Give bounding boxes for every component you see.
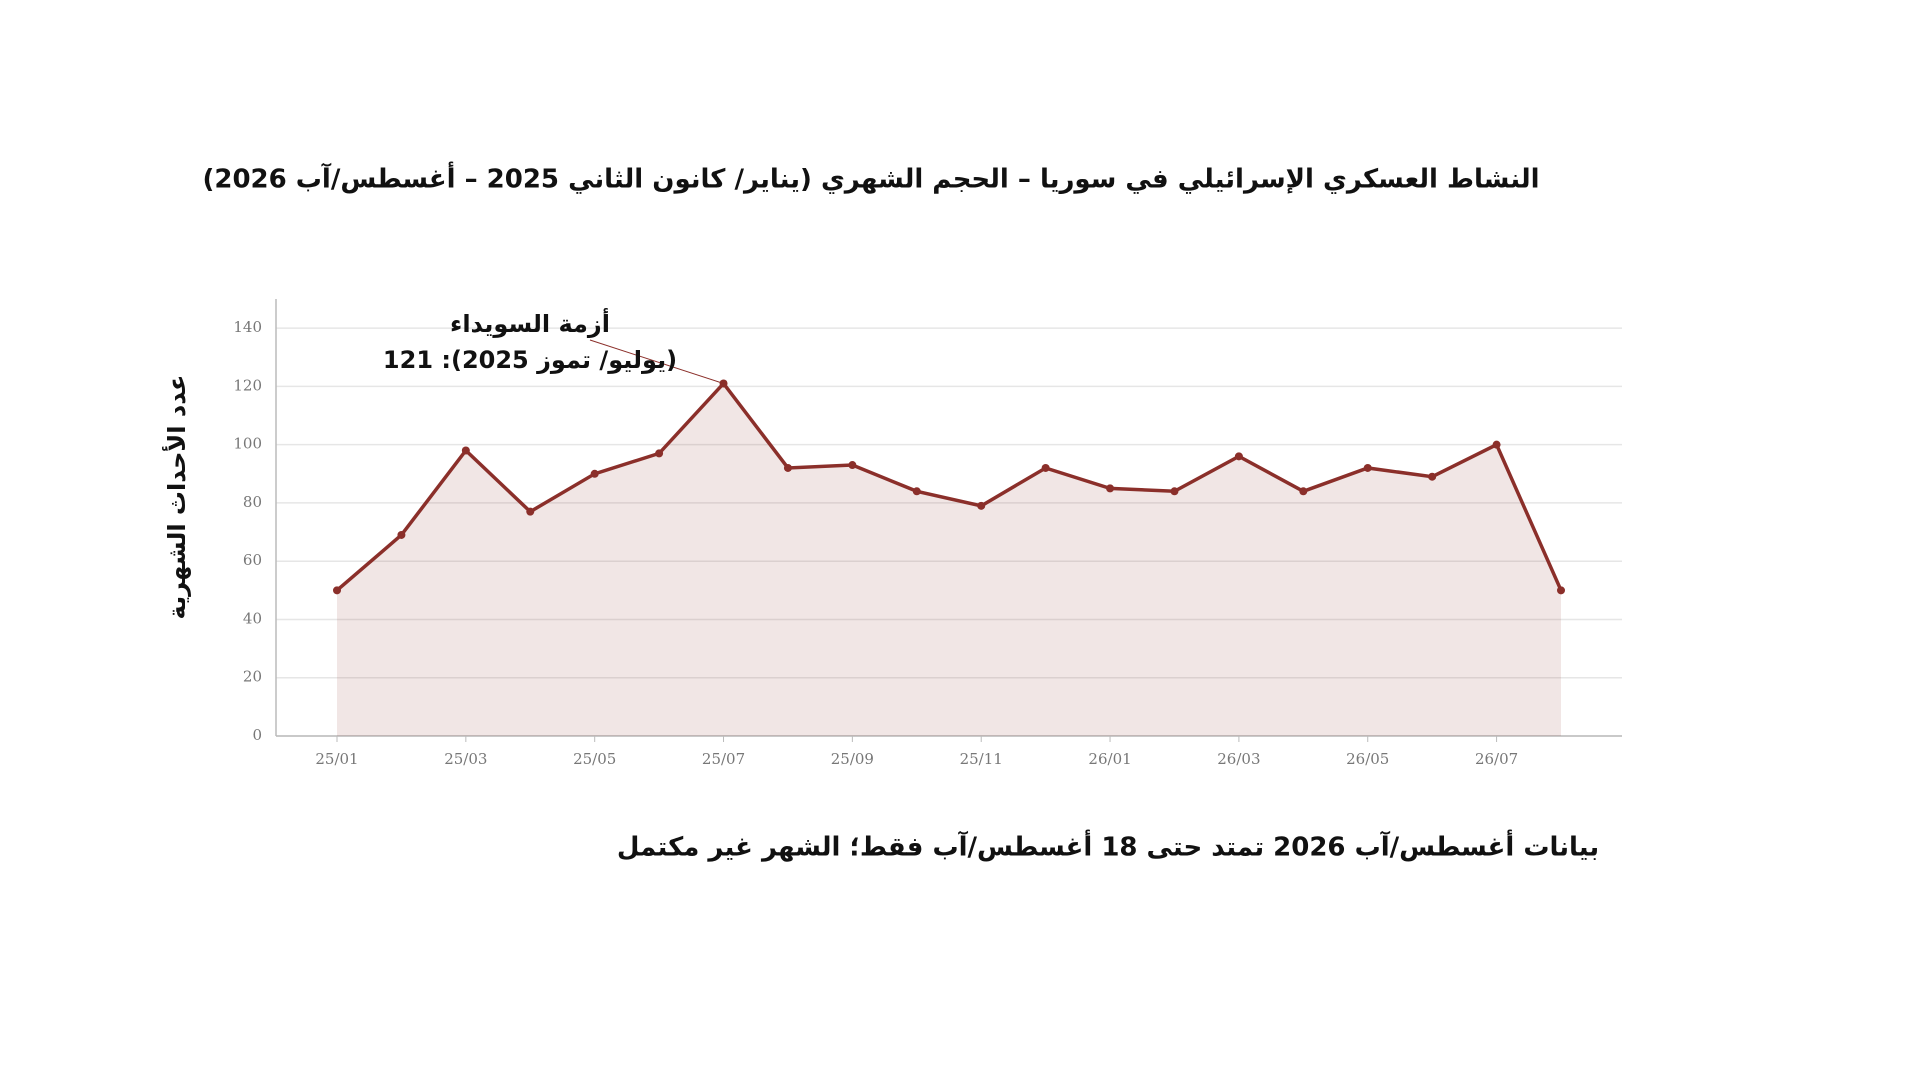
point <box>1492 440 1501 449</box>
x-tick-label: 25/01 <box>315 750 358 768</box>
annotation-leader <box>589 339 724 384</box>
y-tick-label: 140 <box>233 318 262 336</box>
point <box>977 501 986 510</box>
y-tick-label: 20 <box>243 668 262 686</box>
point <box>397 530 406 539</box>
area <box>337 383 1561 736</box>
point <box>848 461 857 470</box>
point <box>1363 463 1372 472</box>
y-tick-label: 80 <box>243 493 262 511</box>
point <box>461 446 470 455</box>
point <box>1557 586 1565 595</box>
x-tick-label: 26/07 <box>1475 750 1518 768</box>
x-tick-label: 25/05 <box>573 750 616 768</box>
point <box>783 463 792 472</box>
y-tick-label: 60 <box>243 551 262 569</box>
point <box>912 487 921 496</box>
point <box>1234 452 1243 461</box>
x-tick-label: 25/09 <box>831 750 874 768</box>
y-tick-label: 100 <box>233 435 262 453</box>
x-tick-label: 26/01 <box>1088 750 1131 768</box>
annotation: (يوليو/ تموز 2025): 121 <box>383 346 677 374</box>
annotation: أزمة السويداء <box>450 308 610 338</box>
x-tick-label: 25/03 <box>444 750 487 768</box>
x-tick-label: 25/11 <box>960 750 1003 768</box>
y-axis-label: عدد الأحداث الشهرية <box>162 375 191 620</box>
footnote: بيانات أغسطس/آب 2026 تمتد حتى 18 أغسطس/آ… <box>617 830 1599 863</box>
x-tick-label: 26/03 <box>1217 750 1260 768</box>
point <box>1299 487 1308 496</box>
point <box>1106 484 1115 493</box>
x-tick-label: 25/07 <box>702 750 745 768</box>
point <box>333 586 341 595</box>
point <box>1170 487 1179 496</box>
point <box>655 449 664 458</box>
point <box>1041 463 1050 472</box>
y-tick-label: 0 <box>252 726 262 744</box>
x-tick-label: 26/05 <box>1346 750 1389 768</box>
line <box>335 380 1563 592</box>
chart-title: النشاط العسكري الإسرائيلي في سوريا – الح… <box>202 162 1539 195</box>
point <box>1428 472 1437 481</box>
y-tick-label: 120 <box>233 376 262 394</box>
y-tick-label: 40 <box>243 609 262 627</box>
point <box>526 507 535 516</box>
point <box>590 469 599 478</box>
